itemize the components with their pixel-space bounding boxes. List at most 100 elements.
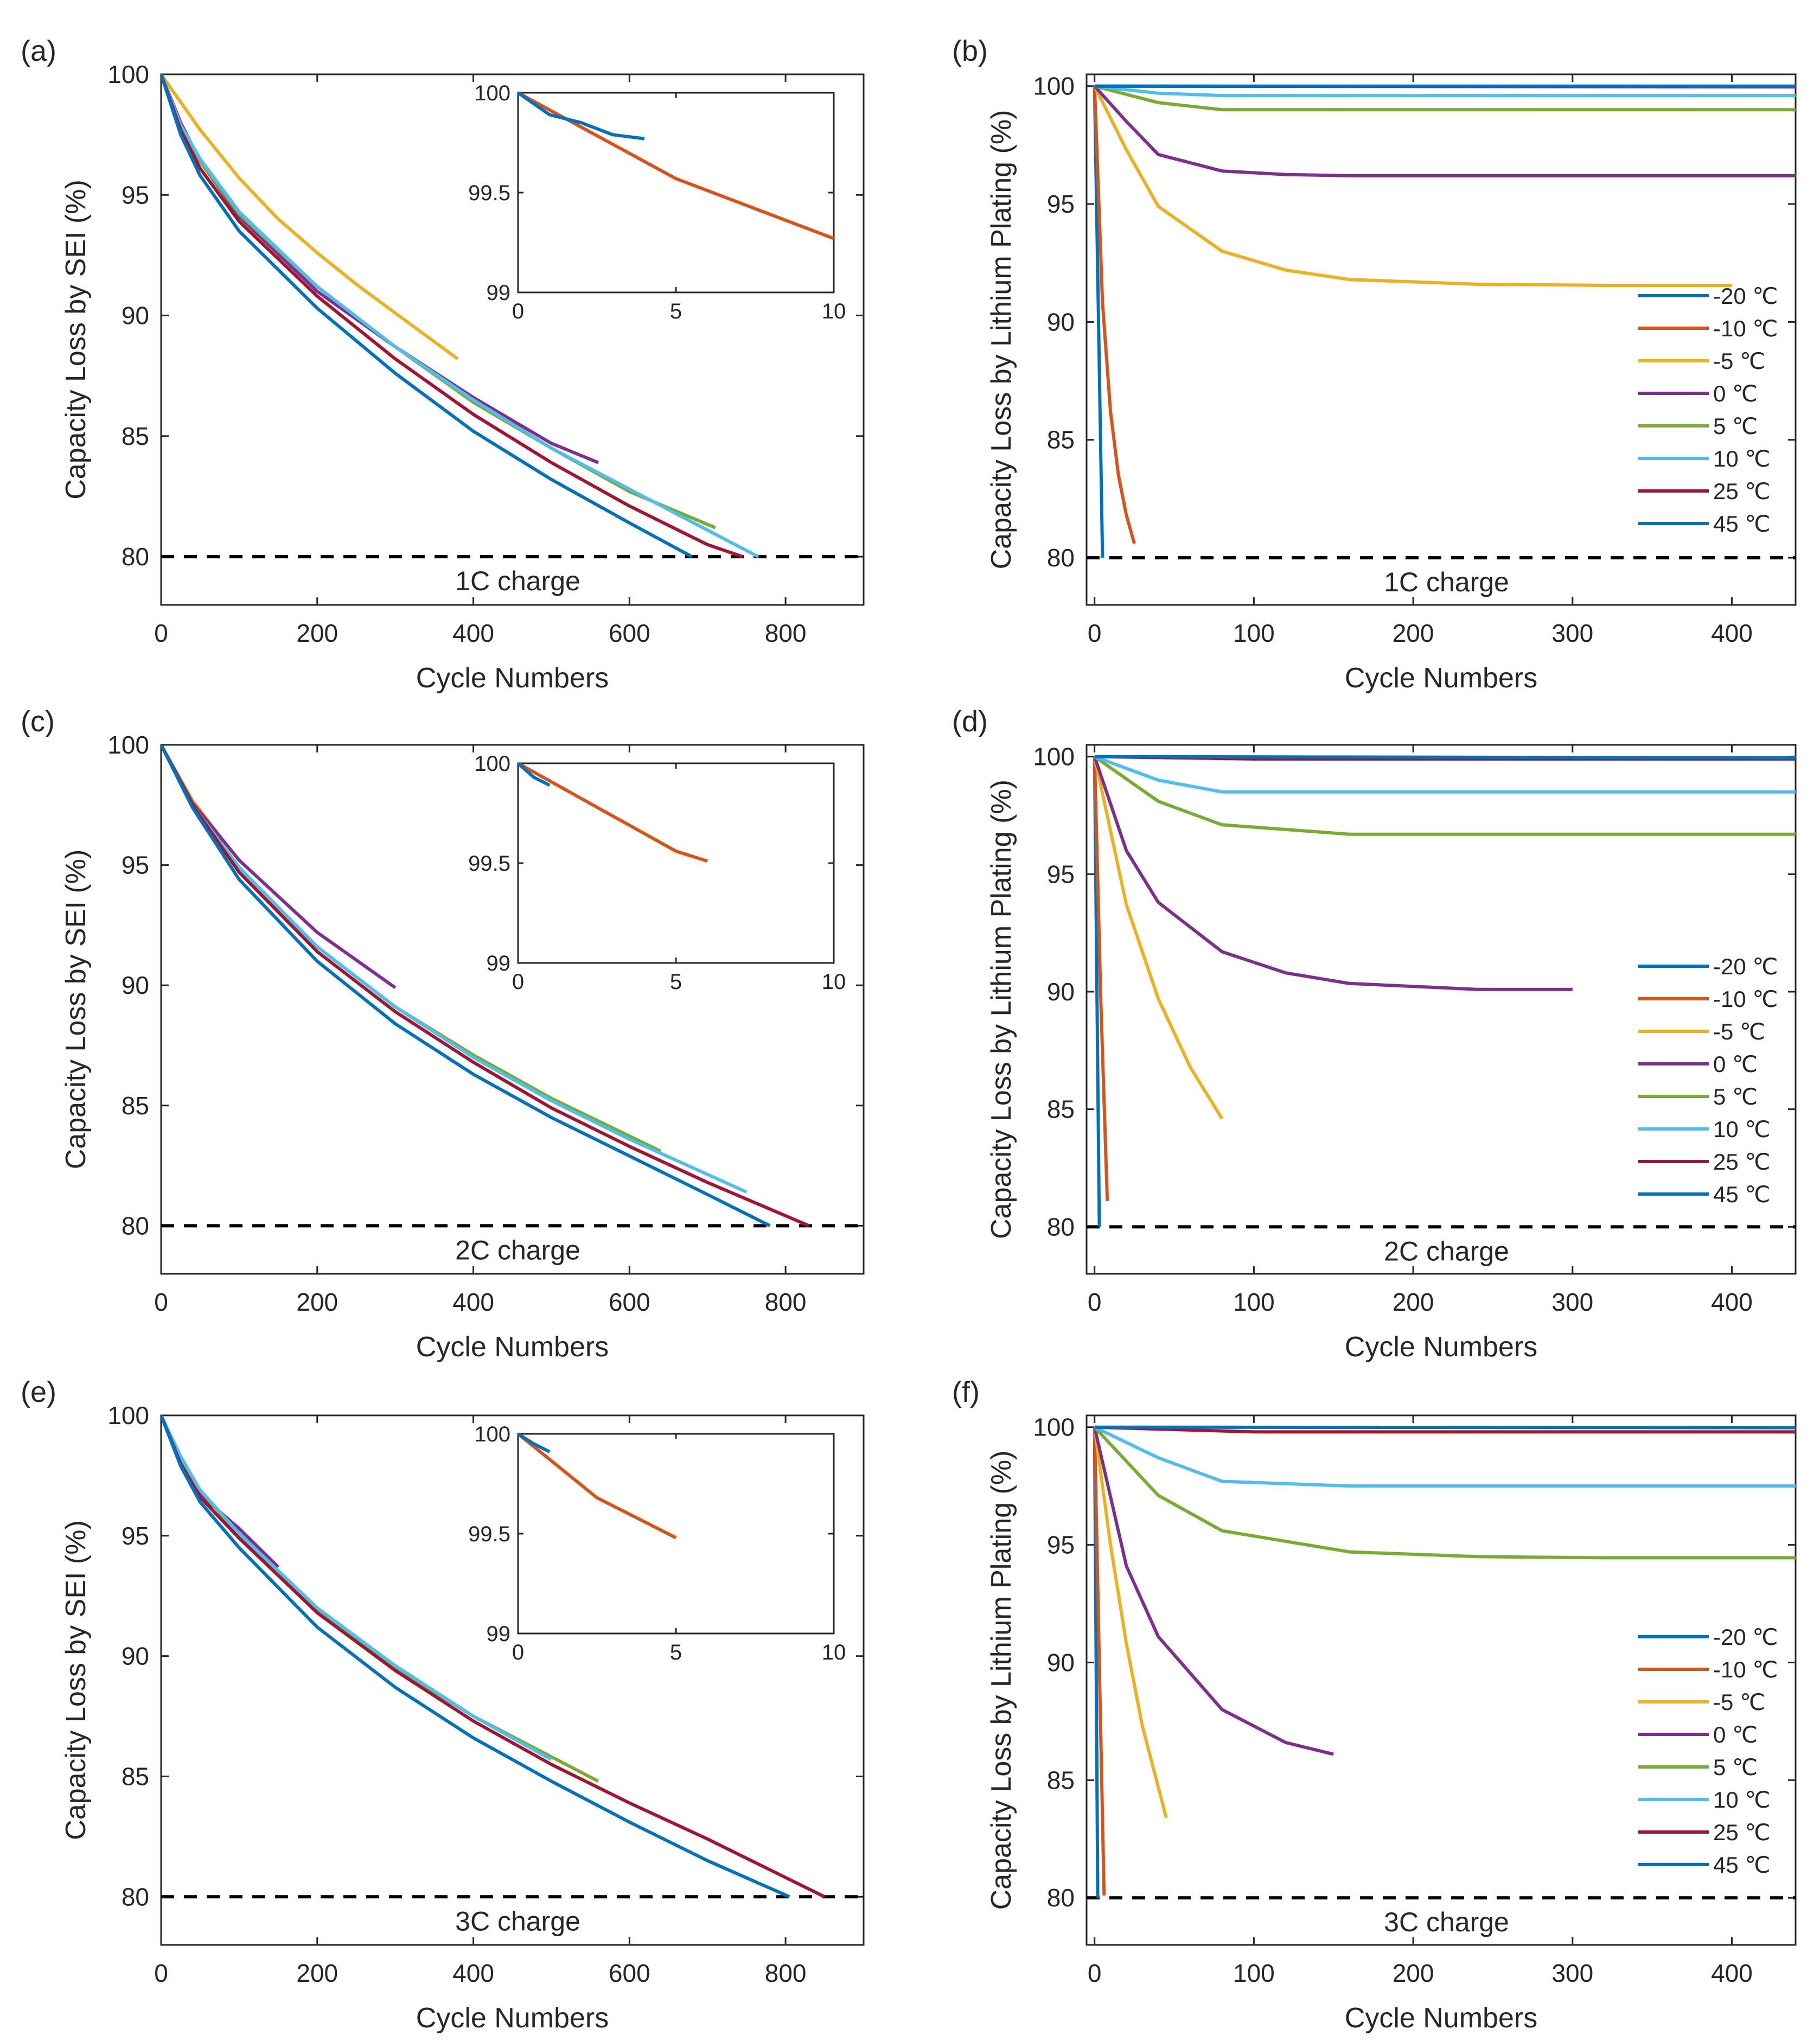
inset-chart: 0 5 10 99 99.5 100 <box>468 81 846 323</box>
y-tick-label: 100 <box>1033 743 1075 771</box>
legend-entry: -5 ℃ <box>1713 348 1765 374</box>
y-tick-label: 95 <box>1047 1531 1075 1559</box>
y-tick-label: 90 <box>1047 1648 1075 1676</box>
inset-series-line--20C <box>517 1432 551 1453</box>
x-tick-label: 800 <box>765 1959 807 1987</box>
series-line-0C <box>1093 85 1796 177</box>
series-line-45C <box>1094 1425 1796 1430</box>
inset-series-line--10C <box>517 762 708 863</box>
inset-x-tick-label: 0 <box>512 970 524 994</box>
y-tick-label: 95 <box>1047 190 1075 218</box>
axes-frame <box>1085 73 1797 606</box>
x-tick-label: 400 <box>452 1959 494 1987</box>
inset-x-tick-label: 10 <box>822 299 846 323</box>
legend-entry: 0 ℃ <box>1713 381 1758 406</box>
y-tick-label: 100 <box>1033 1413 1075 1441</box>
series-line--10C <box>1093 756 1109 1201</box>
y-tick-label: 100 <box>107 731 149 759</box>
legend-entry: -10 ℃ <box>1713 986 1778 1012</box>
series-line--10C <box>1093 86 1136 544</box>
legend: -20 ℃ -10 ℃ -5 ℃ 0 ℃ 5 ℃ 10 ℃ 25 ℃ 45 ℃ <box>1638 1624 1778 1878</box>
series-line-10C <box>1094 755 1796 794</box>
x-tick-label: 0 <box>154 619 168 647</box>
legend-entry: 0 ℃ <box>1713 1722 1758 1747</box>
charge-rate-annotation: 3C charge <box>1384 1907 1509 1937</box>
y-tick-label: 90 <box>122 1642 149 1670</box>
axes-frame <box>1085 744 1797 1275</box>
x-tick-label: 0 <box>1088 1288 1102 1316</box>
series-line--5C <box>161 74 459 361</box>
chart-d: (d) 0 100 200 300 400 80 85 90 95 100 Cycle Numbers… <box>952 705 1797 1363</box>
legend: -20 ℃ -10 ℃ -5 ℃ 0 ℃ 5 ℃ 10 ℃ 25 ℃ 45 ℃ <box>1638 954 1778 1207</box>
y-tick-label: 90 <box>1047 978 1075 1006</box>
series-line--5C <box>1093 1427 1168 1818</box>
inset-x-tick-label: 10 <box>822 970 846 994</box>
legend: -20 ℃ -10 ℃ -5 ℃ 0 ℃ 5 ℃ 10 ℃ 25 ℃ 45 ℃ <box>1638 283 1778 537</box>
y-tick-label: 85 <box>122 1092 149 1120</box>
x-tick-label: 100 <box>1233 1288 1275 1316</box>
x-tick-label: 400 <box>1711 619 1753 647</box>
legend-entry: 5 ℃ <box>1713 413 1758 439</box>
x-tick-label: 200 <box>1393 619 1434 647</box>
series-line--5C <box>1093 756 1224 1120</box>
x-tick-label: 200 <box>1393 1288 1434 1316</box>
series-line-45C <box>1094 755 1796 760</box>
series-group <box>1093 1425 1796 1898</box>
series-line-0C <box>161 1415 279 1568</box>
series-group <box>161 1415 826 1899</box>
y-tick-label: 80 <box>122 543 149 571</box>
series-line--10C <box>1093 1427 1106 1896</box>
x-tick-label: 100 <box>1233 619 1275 647</box>
charge-rate-annotation: 1C charge <box>455 566 580 596</box>
inset-frame <box>517 92 835 293</box>
series-line--5C <box>1093 85 1732 287</box>
series-group <box>1093 84 1796 558</box>
legend-entry: -20 ℃ <box>1713 283 1778 309</box>
inset-y-tick-label: 99.5 <box>468 1522 510 1546</box>
legend-entry: 5 ℃ <box>1713 1084 1758 1109</box>
y-tick-label: 85 <box>1047 1766 1075 1794</box>
y-tick-label: 85 <box>122 422 149 450</box>
y-tick-label: 80 <box>1047 1884 1075 1912</box>
legend-entry: 25 ℃ <box>1713 478 1771 504</box>
y-tick-label: 80 <box>1047 544 1075 572</box>
y-tick-label: 90 <box>122 971 149 999</box>
y-axis-label: Capacity Loss by SEI (%) <box>60 1520 92 1840</box>
series-line-25C <box>161 1415 826 1898</box>
legend-entry: 10 ℃ <box>1713 1787 1771 1813</box>
legend-entry: -5 ℃ <box>1713 1689 1765 1715</box>
legend-entry: -20 ℃ <box>1713 954 1778 979</box>
x-tick-label: 400 <box>452 1288 494 1316</box>
charge-rate-annotation: 1C charge <box>1384 567 1509 597</box>
legend-entry: -5 ℃ <box>1713 1019 1765 1044</box>
y-tick-label: 100 <box>1033 72 1075 100</box>
panel-label: (b) <box>952 35 988 67</box>
y-axis-label: Capacity Loss by SEI (%) <box>60 850 92 1170</box>
legend-entry: 25 ℃ <box>1713 1149 1771 1175</box>
inset-y-tick-label: 100 <box>474 752 510 776</box>
y-tick-label: 85 <box>1047 1095 1075 1124</box>
series-group <box>161 745 810 1228</box>
series-line-25C <box>161 745 810 1228</box>
series-line-10C <box>161 1415 552 1762</box>
inset-x-tick-label: 5 <box>670 970 682 994</box>
y-tick-label: 85 <box>122 1762 149 1790</box>
inset-x-tick-label: 10 <box>822 1641 846 1664</box>
y-tick-label: 80 <box>122 1211 149 1240</box>
x-tick-label: 400 <box>1711 1288 1753 1316</box>
y-tick-label: 80 <box>122 1883 149 1911</box>
charge-rate-annotation: 3C charge <box>455 1906 580 1936</box>
x-axis-label: Cycle Numbers <box>416 662 609 694</box>
legend-entry: 25 ℃ <box>1713 1820 1771 1845</box>
y-tick-label: 95 <box>122 1522 149 1550</box>
series-line-45C <box>161 74 693 558</box>
inset-y-tick-label: 99 <box>487 1622 511 1646</box>
series-line-10C <box>1094 84 1796 98</box>
x-tick-label: 200 <box>296 1288 338 1316</box>
inset-frame <box>517 1433 835 1635</box>
x-tick-label: 300 <box>1551 1288 1593 1316</box>
y-tick-label: 100 <box>107 60 149 88</box>
x-tick-label: 0 <box>154 1959 168 1987</box>
x-tick-label: 200 <box>296 1959 338 1987</box>
